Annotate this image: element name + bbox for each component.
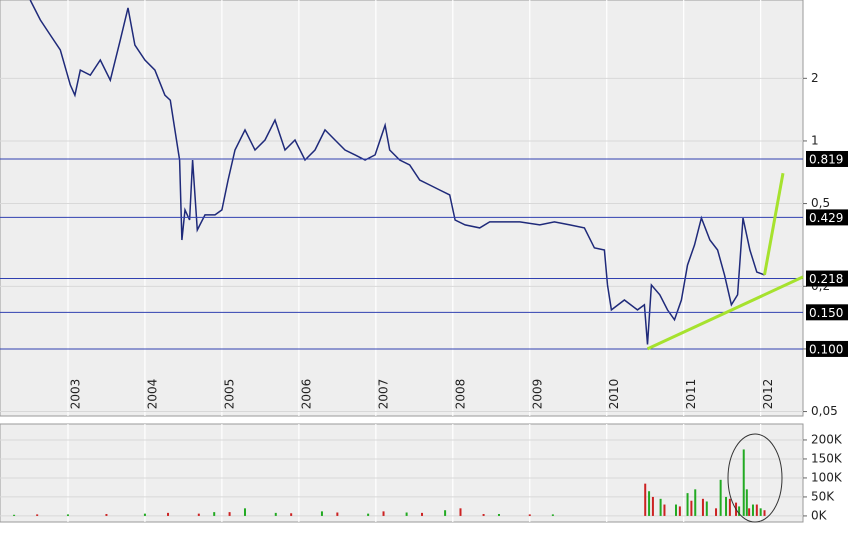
volume-bar bbox=[143, 513, 146, 516]
volume-panel bbox=[0, 423, 804, 523]
volume-bar bbox=[690, 500, 693, 516]
x-tick-label: 2009 bbox=[530, 379, 544, 410]
y-tick-label: 150K bbox=[811, 451, 843, 465]
volume-bar bbox=[421, 512, 424, 516]
volume-bar bbox=[715, 508, 718, 516]
y-tick-label: 2 bbox=[811, 71, 819, 85]
volume-bar bbox=[686, 493, 689, 516]
volume-bar bbox=[228, 512, 231, 516]
level-label: 0.150 bbox=[809, 306, 843, 320]
volume-bar bbox=[13, 514, 16, 516]
volume-bar bbox=[482, 514, 485, 516]
level-label-box bbox=[806, 150, 848, 167]
volume-bar bbox=[719, 479, 722, 516]
x-tick-label: 2008 bbox=[453, 379, 467, 410]
y-tick-label: 0,5 bbox=[811, 196, 830, 210]
price-panel bbox=[0, 0, 804, 417]
volume-bar bbox=[728, 498, 731, 516]
volume-bar bbox=[367, 513, 370, 516]
volume-bar bbox=[382, 511, 385, 516]
volume-bar bbox=[336, 512, 339, 516]
y-tick-label: 1 bbox=[811, 133, 819, 147]
volume-bar bbox=[663, 504, 666, 516]
level-label: 0.819 bbox=[809, 152, 843, 166]
level-label-box bbox=[806, 209, 848, 226]
y-tick-label: 100K bbox=[811, 470, 843, 484]
volume-bar bbox=[742, 449, 745, 516]
volume-bar bbox=[725, 496, 728, 516]
level-label-box bbox=[806, 270, 848, 287]
volume-bar bbox=[745, 489, 748, 516]
level-label-box bbox=[806, 340, 848, 357]
volume-bar bbox=[551, 514, 554, 516]
volume-bar bbox=[105, 514, 108, 516]
volume-bar bbox=[213, 512, 216, 516]
volume-bar bbox=[751, 504, 754, 516]
volume-bar bbox=[651, 496, 654, 516]
level-label: 0.218 bbox=[809, 272, 843, 286]
volume-bar bbox=[405, 512, 408, 516]
volume-bar bbox=[274, 512, 277, 516]
y-tick-label: 0K bbox=[811, 508, 828, 522]
volume-bar bbox=[648, 491, 651, 516]
level-label: 0.429 bbox=[809, 211, 843, 225]
volume-bar bbox=[644, 483, 647, 516]
x-tick-label: 2004 bbox=[145, 379, 159, 410]
volume-bar bbox=[748, 508, 751, 516]
volume-bar bbox=[167, 512, 170, 516]
volume-bar bbox=[528, 514, 531, 516]
x-tick-label: 2007 bbox=[376, 379, 390, 410]
volume-bar bbox=[755, 504, 758, 516]
volume-bar bbox=[197, 513, 200, 516]
volume-bar bbox=[705, 501, 708, 516]
trend-line bbox=[763, 172, 785, 276]
y-tick-label: 200K bbox=[811, 432, 843, 446]
price-line bbox=[29, 0, 765, 345]
x-tick-label: 2006 bbox=[299, 379, 313, 410]
y-tick-label: 0,05 bbox=[811, 404, 838, 418]
volume-bar bbox=[290, 513, 293, 516]
level-label: 0.100 bbox=[809, 342, 843, 356]
x-tick-label: 2012 bbox=[761, 379, 775, 410]
volume-bar bbox=[675, 504, 678, 516]
x-tick-label: 2005 bbox=[222, 379, 236, 410]
y-tick-label: 50K bbox=[811, 489, 835, 503]
volume-bar bbox=[66, 514, 69, 516]
volume-bar bbox=[678, 506, 681, 516]
volume-bar bbox=[759, 508, 762, 516]
x-tick-label: 2010 bbox=[607, 379, 621, 410]
volume-bar bbox=[459, 508, 462, 516]
level-label-box bbox=[806, 304, 848, 321]
volume-bar bbox=[694, 489, 697, 516]
volume-bar bbox=[763, 510, 766, 516]
volume-bar bbox=[701, 498, 704, 516]
volume-bar bbox=[444, 510, 447, 516]
volume-bar bbox=[497, 514, 500, 516]
x-tick-label: 2011 bbox=[684, 379, 698, 410]
trend-line bbox=[646, 275, 804, 351]
volume-bar bbox=[738, 506, 741, 516]
highlight-ellipse bbox=[727, 433, 783, 523]
volume-bar bbox=[36, 514, 39, 516]
x-tick-label: 2003 bbox=[68, 379, 82, 410]
volume-bar bbox=[243, 508, 246, 516]
volume-bar bbox=[659, 498, 662, 516]
volume-bar bbox=[320, 511, 323, 516]
